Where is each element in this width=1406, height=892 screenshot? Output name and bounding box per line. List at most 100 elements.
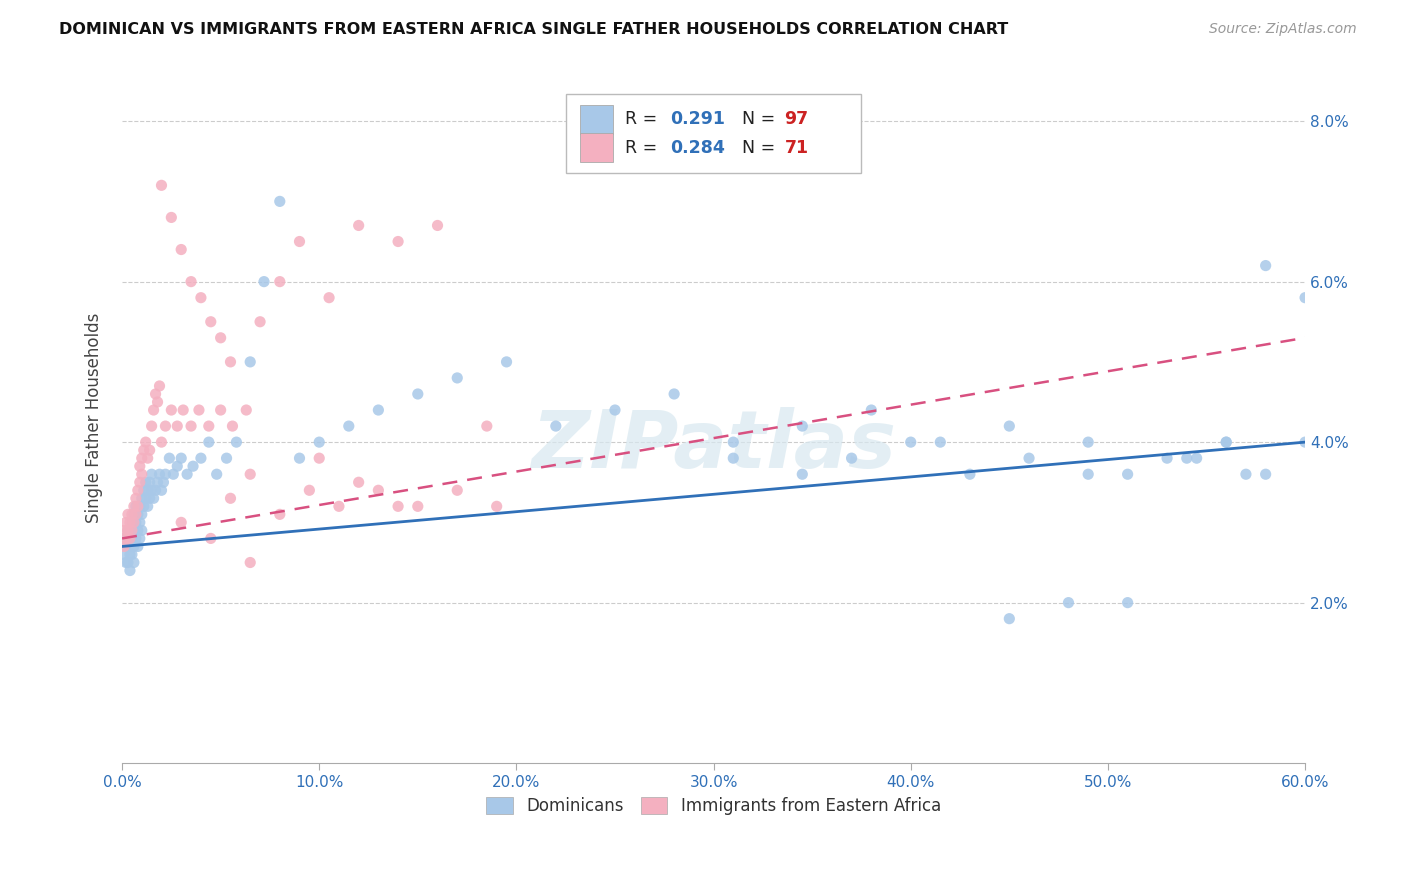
Point bbox=[122, 524, 145, 538]
Point bbox=[170, 451, 193, 466]
Point bbox=[475, 419, 498, 434]
Point bbox=[127, 540, 149, 554]
Point bbox=[131, 451, 153, 466]
Text: R =: R = bbox=[624, 138, 662, 156]
Point bbox=[148, 467, 170, 482]
Point bbox=[141, 483, 163, 498]
Point bbox=[209, 331, 232, 345]
Point bbox=[495, 355, 517, 369]
Point bbox=[112, 524, 135, 538]
Point bbox=[112, 532, 135, 546]
Point bbox=[998, 612, 1021, 626]
Point bbox=[166, 419, 188, 434]
Text: Source: ZipAtlas.com: Source: ZipAtlas.com bbox=[1209, 22, 1357, 37]
Point bbox=[146, 475, 169, 490]
Point bbox=[318, 291, 340, 305]
Point bbox=[145, 483, 167, 498]
Point bbox=[249, 315, 271, 329]
Point bbox=[347, 475, 370, 490]
Point bbox=[1215, 435, 1237, 450]
Point bbox=[117, 524, 139, 538]
Point bbox=[288, 451, 311, 466]
Point bbox=[180, 275, 202, 289]
Point bbox=[132, 483, 155, 498]
Point bbox=[121, 524, 143, 538]
Point bbox=[166, 459, 188, 474]
Point bbox=[225, 435, 247, 450]
Point bbox=[125, 508, 148, 522]
Point bbox=[219, 355, 242, 369]
Point bbox=[200, 315, 222, 329]
Point bbox=[387, 235, 409, 249]
Text: ZIPatlas: ZIPatlas bbox=[531, 407, 896, 484]
Point bbox=[125, 491, 148, 506]
Point bbox=[1116, 467, 1139, 482]
Point bbox=[136, 483, 159, 498]
Point bbox=[792, 419, 814, 434]
Point bbox=[150, 483, 173, 498]
Point bbox=[1116, 596, 1139, 610]
Point bbox=[155, 467, 177, 482]
Point bbox=[127, 524, 149, 538]
Point bbox=[117, 524, 139, 538]
Point bbox=[115, 516, 138, 530]
Point bbox=[115, 532, 138, 546]
Point bbox=[160, 403, 183, 417]
Point bbox=[603, 403, 626, 417]
Point bbox=[122, 540, 145, 554]
Point bbox=[131, 524, 153, 538]
Point bbox=[180, 419, 202, 434]
Point bbox=[122, 516, 145, 530]
Legend: Dominicans, Immigrants from Eastern Africa: Dominicans, Immigrants from Eastern Afri… bbox=[478, 789, 949, 824]
Point bbox=[141, 419, 163, 434]
Point bbox=[162, 467, 184, 482]
Point bbox=[117, 508, 139, 522]
Point bbox=[1077, 435, 1099, 450]
Point bbox=[221, 419, 243, 434]
Point bbox=[1185, 451, 1208, 466]
Point bbox=[406, 500, 429, 514]
Point bbox=[141, 467, 163, 482]
Point bbox=[485, 500, 508, 514]
Point bbox=[1294, 435, 1316, 450]
Point bbox=[136, 451, 159, 466]
Point bbox=[170, 516, 193, 530]
Point bbox=[929, 435, 952, 450]
Point bbox=[1254, 467, 1277, 482]
Point bbox=[215, 451, 238, 466]
Point bbox=[190, 451, 212, 466]
Point bbox=[125, 516, 148, 530]
Point bbox=[176, 467, 198, 482]
Point bbox=[288, 235, 311, 249]
Point bbox=[131, 491, 153, 506]
Point bbox=[155, 419, 177, 434]
Point bbox=[136, 500, 159, 514]
Point bbox=[959, 467, 981, 482]
Point bbox=[128, 532, 150, 546]
Point bbox=[200, 532, 222, 546]
Point bbox=[198, 419, 221, 434]
Point bbox=[135, 475, 157, 490]
Point bbox=[1215, 435, 1237, 450]
Point bbox=[544, 419, 567, 434]
Point bbox=[235, 403, 257, 417]
Point bbox=[253, 275, 276, 289]
Point bbox=[1175, 451, 1198, 466]
Point bbox=[446, 483, 468, 498]
Point bbox=[347, 219, 370, 233]
Point bbox=[121, 516, 143, 530]
Point bbox=[132, 443, 155, 458]
Point bbox=[121, 508, 143, 522]
Point bbox=[328, 500, 350, 514]
Point bbox=[148, 379, 170, 393]
Point bbox=[122, 556, 145, 570]
Point bbox=[792, 467, 814, 482]
Point bbox=[138, 491, 160, 506]
FancyBboxPatch shape bbox=[579, 133, 613, 162]
Point bbox=[115, 540, 138, 554]
Text: 71: 71 bbox=[785, 138, 808, 156]
Point bbox=[127, 508, 149, 522]
Point bbox=[117, 556, 139, 570]
Point bbox=[723, 435, 745, 450]
Point bbox=[239, 467, 262, 482]
